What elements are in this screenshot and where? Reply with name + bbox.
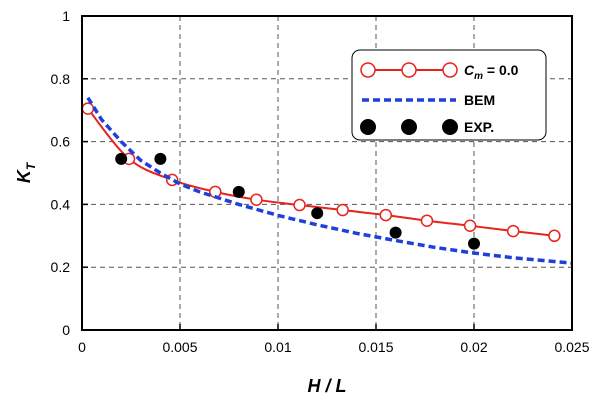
x-tick-label: 0.01	[264, 339, 291, 355]
legend-label-bem: BEM	[464, 92, 495, 108]
data-point-cm	[463, 219, 477, 233]
legend-marker-exp	[442, 119, 458, 135]
x-tick-label: 0.02	[460, 339, 487, 355]
legend-label-subscript: m	[474, 71, 483, 82]
data-point-cm	[81, 102, 95, 115]
y-axis-title: KT	[14, 161, 38, 183]
data-point-cm	[293, 198, 306, 212]
y-tick-label: 0.4	[51, 196, 71, 212]
data-point-cm	[548, 229, 561, 243]
legend-label-cm: Cm = 0.0	[464, 62, 519, 82]
axis-ticks: 0 0.005 0.01 0.015 0.02 0.025 0 0.2 0.4 0.6 0.8 1	[51, 8, 590, 355]
legend-box	[351, 49, 547, 141]
x-axis-title: H / L	[308, 376, 347, 396]
legend-marker-cm	[442, 62, 458, 78]
series-layer	[81, 96, 573, 265]
legend-marker-exp	[360, 119, 376, 135]
data-point-cm	[336, 203, 349, 217]
legend-label-exp: EXP.	[464, 119, 494, 135]
legend-label-main: C	[464, 62, 475, 78]
x-tick-label: 0	[78, 339, 86, 355]
x-tick-label: 0.005	[162, 339, 197, 355]
data-point-cm	[379, 208, 393, 222]
legend-marker-exp	[401, 119, 417, 135]
y-tick-label: 0.8	[51, 71, 71, 87]
legend-marker-cm	[401, 62, 417, 78]
grid	[82, 16, 572, 330]
data-point-exp	[154, 152, 167, 165]
legend-label-suffix: = 0.0	[483, 62, 519, 78]
x-tick-label: 0.015	[358, 339, 393, 355]
series-line-bem	[86, 96, 573, 265]
x-tick-label: 0.025	[554, 339, 589, 355]
y-tick-label: 0.6	[51, 134, 71, 150]
data-point-cm	[420, 214, 434, 227]
legend-marker-cm	[360, 62, 376, 78]
data-point-cm	[506, 224, 520, 238]
y-tick-label: 0.2	[51, 259, 71, 275]
data-point-exp	[468, 237, 480, 250]
y-axis-title-main: K	[14, 168, 34, 183]
legend: Cm = 0.0 BEM EXP.	[351, 49, 547, 141]
y-tick-label: 1	[62, 8, 70, 24]
data-point-cm	[250, 193, 263, 206]
y-axis-title-subscript: T	[24, 161, 38, 170]
y-tick-label: 0	[62, 322, 70, 338]
data-point-exp	[311, 207, 324, 220]
plot-frame	[81, 15, 573, 331]
data-point-exp	[389, 226, 402, 239]
data-point-exp	[115, 152, 128, 165]
data-point-exp	[232, 185, 245, 198]
